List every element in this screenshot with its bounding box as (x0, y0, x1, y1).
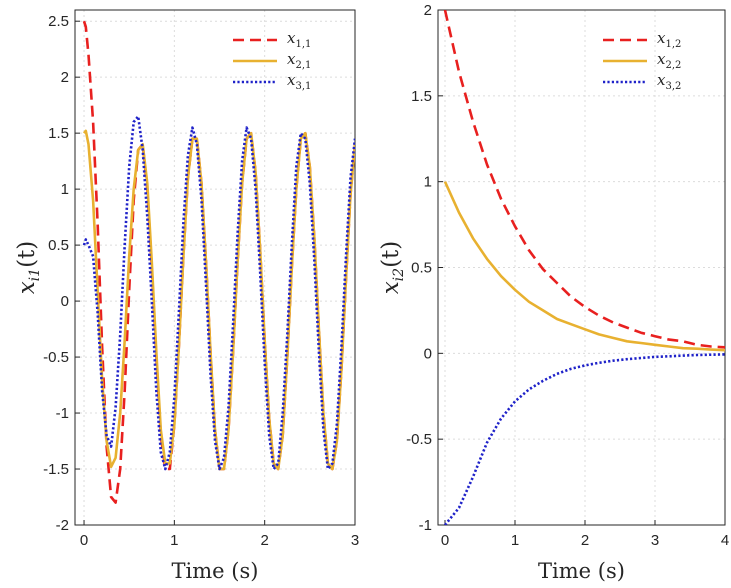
chart-2-series-1-line (443, 10, 725, 349)
chart-2-ytick-label-1: -0.5 (406, 431, 432, 448)
chart-1-ylabel-base: x (14, 281, 40, 294)
chart-2-legend-label-2-sub: 2,2 (665, 60, 681, 71)
chart-2-legend-label-1: x1,2 (657, 29, 681, 50)
chart-1-ytick-label-3: -0.5 (43, 349, 69, 366)
chart-1-ylabel-sub: i1 (27, 268, 43, 281)
chart-2-legend-label-2-base: x (657, 50, 666, 68)
chart-2-ytick-label-6: 2 (424, 2, 432, 19)
chart-1-ytick-label-8: 2 (61, 69, 69, 86)
chart-1-ytick-label-9: 2.5 (48, 13, 69, 30)
chart-1-legend-label-2-sub: 2,1 (295, 60, 311, 71)
chart-2-ylabel: xi2(t) (378, 241, 407, 295)
chart-2-ylabel-base: x (378, 281, 404, 294)
chart-1-ytick-label-7: 1.5 (48, 125, 69, 142)
chart-1-legend-label-1: x1,1 (287, 29, 311, 50)
chart-1-legend-label-2-base: x (287, 50, 296, 68)
chart-1-ytick-label-0: -2 (56, 517, 69, 534)
chart-1-series-2-line (82, 129, 355, 471)
chart-1-legend-label-3: x3,1 (287, 71, 311, 92)
chart-2-series-2-line (443, 181, 725, 352)
chart-1-legend-label-1-sub: 1,1 (295, 39, 311, 50)
chart-1-ytick-label-6: 1 (61, 181, 69, 198)
chart-2-ytick-label-3: 0.5 (411, 260, 432, 277)
chart-2-axes-box (437, 9, 726, 526)
chart-2-ytick-label-5: 1.5 (411, 88, 432, 105)
chart-2-legend-label-3-sub: 3,2 (665, 81, 681, 92)
chart-2-xtick-label-4: 4 (721, 532, 729, 549)
chart-2-legend-label-2: x2,2 (657, 50, 681, 71)
chart-2-legend-label-3-base: x (657, 71, 666, 89)
chart-2-xtick-label-0: 0 (441, 532, 449, 549)
chart-1-legend-label-1-base: x (287, 29, 296, 47)
chart-1-xtick-label-3: 3 (351, 532, 359, 549)
chart-1-ylabel: xi1(t) (14, 241, 43, 295)
chart-2-ytick-label-2: 0 (424, 345, 432, 362)
chart-1-ytick-label-2: -1 (56, 405, 69, 422)
chart-1-xtick-label-1: 1 (170, 532, 178, 549)
chart-2-legend-label-3: x3,2 (657, 71, 681, 92)
chart-2-ylabel-sub: i2 (391, 268, 407, 281)
chart-1-series-3-line (82, 115, 355, 471)
chart-1-legend-label-3-base: x (287, 71, 296, 89)
chart-2-legend-label-1-base: x (657, 29, 666, 47)
chart-2-ytick-label-4: 1 (424, 174, 432, 191)
chart-2-legend-label-1-sub: 1,2 (665, 39, 681, 50)
chart-1-ytick-label-1: -1.5 (43, 461, 69, 478)
chart-2-xtick-label-3: 3 (651, 532, 659, 549)
chart-1-xtick-label-0: 0 (80, 532, 88, 549)
chart-2-series-3-line (443, 353, 725, 525)
chart-1-xtick-label-2: 2 (261, 532, 269, 549)
chart-2-xtick-label-1: 1 (511, 532, 519, 549)
chart-1-ylabel-arg: (t) (14, 241, 40, 268)
chart-1-ytick-label-5: 0.5 (48, 237, 69, 254)
chart-1-legend-label-3-sub: 3,1 (295, 81, 311, 92)
chart-1-axes-box (74, 9, 356, 526)
chart-2-ylabel-arg: (t) (378, 241, 404, 268)
chart-1-ytick-label-4: 0 (61, 293, 69, 310)
chart-2-ytick-label-0: -1 (419, 517, 432, 534)
chart-2-xlabel: Time (s) (538, 559, 625, 583)
chart-1-legend-label-2: x2,1 (287, 50, 311, 71)
chart-2-xtick-label-2: 2 (581, 532, 589, 549)
chart-1-xlabel: Time (s) (172, 559, 259, 583)
